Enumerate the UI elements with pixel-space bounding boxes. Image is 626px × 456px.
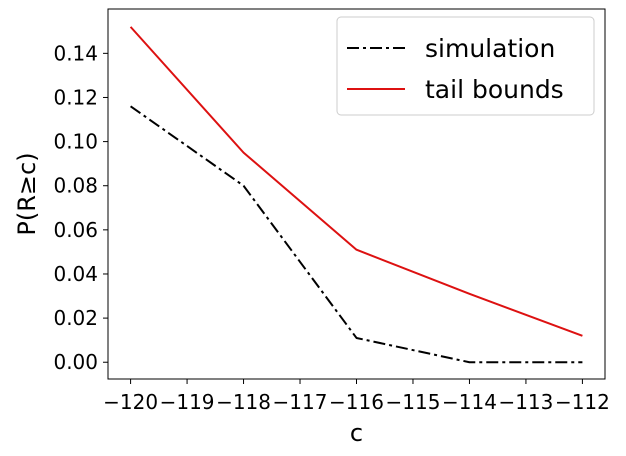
legend-label-0: simulation <box>425 34 555 63</box>
y-tick-label: 0.08 <box>53 174 98 198</box>
series-line-0 <box>130 105 583 364</box>
y-tick-label: 0.00 <box>53 350 98 374</box>
x-tick-label: −119 <box>160 390 215 414</box>
y-axis-title: P(R≥c) <box>13 152 41 235</box>
legend-label-1: tail bounds <box>425 75 564 104</box>
x-tick-label: −115 <box>386 390 441 414</box>
x-tick-label: −117 <box>273 390 328 414</box>
x-axis-title: c <box>350 419 363 447</box>
x-tick-label: −118 <box>216 390 271 414</box>
legend: simulation tail bounds <box>336 16 595 116</box>
y-tick-label: 0.10 <box>53 130 98 154</box>
y-tick-label: 0.02 <box>53 306 98 330</box>
x-tick-label: −116 <box>329 390 384 414</box>
x-tick-label: −112 <box>555 390 610 414</box>
y-tick-label: 0.06 <box>53 218 98 242</box>
x-tick-label: −113 <box>498 390 553 414</box>
x-tick-label: −114 <box>442 390 497 414</box>
plot-lines <box>129 26 583 364</box>
y-tick-label: 0.14 <box>53 41 98 65</box>
x-tick-label: −120 <box>103 390 158 414</box>
x-axis: −120 −119 −118 −117 −116 −115 −114 −113 −112 <box>103 379 610 414</box>
legend-box <box>336 16 595 116</box>
y-tick-label: 0.12 <box>53 85 98 109</box>
y-axis: 0.00 0.02 0.04 0.06 0.08 0.10 0.12 0.14 <box>53 41 108 374</box>
y-tick-label: 0.04 <box>53 262 98 286</box>
series-line-1 <box>129 26 583 337</box>
